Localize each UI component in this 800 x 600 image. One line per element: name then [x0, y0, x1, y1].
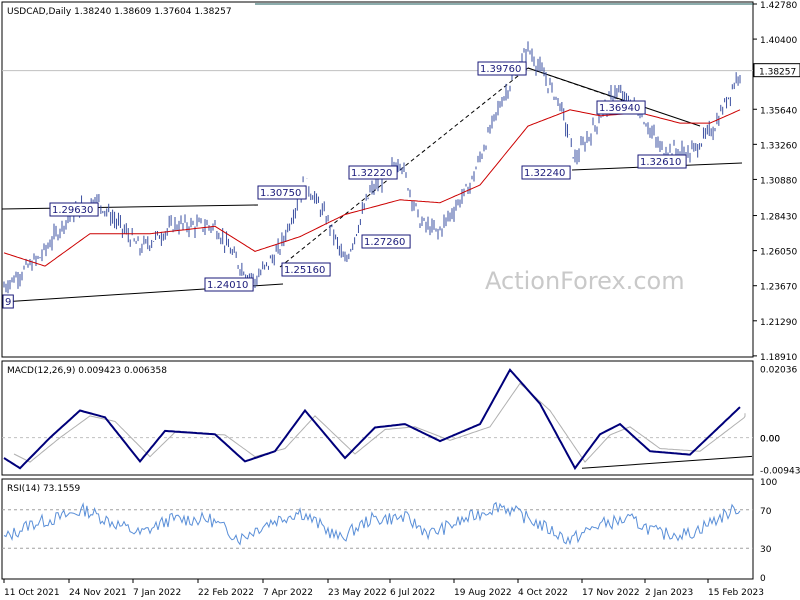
y-tick-label: 1.28430 — [760, 213, 797, 223]
level-box — [2, 294, 14, 309]
y-tick-label: 1.26050 — [760, 248, 797, 258]
macd-title: MACD(12,26,9) 0.009423 0.006358 — [7, 366, 167, 376]
level-label: 9 — [5, 297, 11, 308]
x-tick-label: 19 Aug 2022 — [454, 588, 512, 598]
rsi-tick-label: 0 — [760, 574, 766, 584]
rsi-tick-label: 70 — [760, 507, 772, 517]
x-tick-label: 22 Feb 2022 — [198, 588, 254, 598]
trend-line — [1, 204, 259, 210]
level-box — [521, 165, 571, 180]
moving-average-line — [3, 109, 741, 267]
level-label: 1.29630 — [52, 205, 93, 216]
rsi-panel-frame — [1, 478, 754, 580]
axes-layer: 1.42780 1.40400 1.38257 1.35640 1.33260 1.308… — [3, 1, 800, 598]
level-label: 1.39760 — [480, 64, 521, 75]
level-box — [281, 262, 331, 277]
macd-tick-label: 0.00 — [760, 435, 780, 445]
x-tick-label: 17 Nov 2022 — [582, 588, 640, 598]
y-tick-label: 1.33260 — [760, 141, 797, 151]
x-tick-label: 15 Feb 2023 — [708, 588, 764, 598]
level-label: 1.32240 — [524, 168, 565, 179]
fe-61-8-label: FE 61.8 — [720, 0, 754, 2]
macd-tick-label: 0.00 — [760, 435, 780, 445]
rsi-layer: 100 70 30 0 — [2, 478, 777, 584]
trend-line — [279, 169, 401, 268]
y-tick-label: 1.40400 — [760, 36, 797, 46]
level-label: 1.30750 — [260, 188, 301, 199]
macd-trend-line — [581, 455, 753, 469]
level-box — [348, 165, 398, 180]
y-tick-label: 1.35640 — [760, 106, 797, 116]
level-box — [361, 234, 411, 249]
y-tick-label: 1.23670 — [760, 283, 797, 293]
x-tick-label: 23 May 2022 — [328, 588, 387, 598]
level-box — [257, 185, 307, 200]
x-tick-label: 2 Jan 2023 — [645, 588, 693, 598]
level-label: 1.32610 — [640, 157, 681, 168]
x-tick-label: 24 Nov 2021 — [69, 588, 127, 598]
x-tick-label: 6 Jul 2022 — [390, 588, 435, 598]
x-tick-label: 4 Oct 2022 — [518, 588, 568, 598]
rsi-tick-label: 100 — [760, 478, 777, 488]
level-label: 1.32220 — [351, 168, 392, 179]
level-label: 1.25160 — [284, 265, 325, 276]
level-box — [596, 100, 646, 115]
rsi-tick-label: 30 — [760, 545, 772, 555]
x-tick-label: 7 Apr 2022 — [263, 588, 313, 598]
x-tick-label: 7 Jan 2022 — [133, 588, 181, 598]
y-tick-label: 1.21290 — [760, 318, 797, 328]
x-tick-label: 11 Oct 2021 — [4, 588, 60, 598]
main-series-layer: 1.29630 1.30750 1.24010 1.25160 1.32220 1.272… — [2, 41, 741, 309]
last-price-label: 1.38257 — [759, 68, 796, 78]
level-label: 1.24010 — [207, 280, 248, 291]
level-box — [637, 154, 687, 169]
level-label: 1.27260 — [364, 237, 405, 248]
level-box — [49, 202, 99, 217]
level-label: 1.36940 — [599, 103, 640, 114]
watermark: ActionForex.com — [485, 267, 685, 295]
macd-line — [3, 368, 741, 471]
main-title: USDCAD,Daily 1.38240 1.38609 1.37604 1.3… — [7, 7, 232, 17]
macd-panel-frame — [1, 360, 754, 476]
macd-signal-line — [13, 382, 746, 463]
trend-line — [399, 67, 529, 171]
y-tick-label: 1.30880 — [760, 176, 797, 186]
macd-tick-label: 0.02036 — [760, 366, 797, 376]
y-tick-label: 1.18910 — [760, 353, 797, 363]
macd-tick-label: -0.009438 — [760, 467, 800, 477]
level-box — [477, 61, 527, 76]
y-tick-label: 1.42780 — [760, 1, 797, 11]
level-box — [204, 277, 254, 292]
rsi-line — [3, 501, 741, 546]
rsi-title: RSI(14) 73.1559 — [7, 484, 80, 494]
last-price-box — [753, 63, 800, 78]
